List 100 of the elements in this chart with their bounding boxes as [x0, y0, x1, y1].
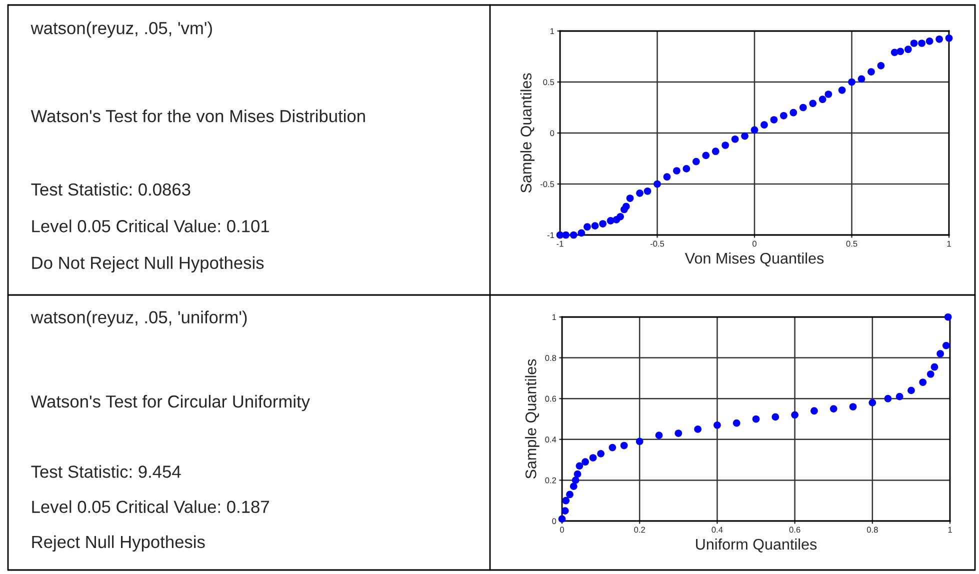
point — [620, 442, 628, 450]
point — [702, 152, 710, 160]
point — [772, 413, 780, 421]
point — [877, 62, 885, 70]
point — [626, 194, 634, 202]
text: Watson's Test for Circular Uniformity — [30, 394, 310, 412]
point — [558, 515, 566, 523]
point — [926, 38, 934, 45]
point — [654, 180, 661, 188]
text: watson(reyuz, .05, 'vm') — [30, 22, 212, 38]
point — [930, 363, 938, 371]
point — [674, 430, 682, 437]
y-tick-label: -0.5 — [540, 181, 554, 188]
x-tick-label: -1 — [556, 240, 564, 247]
text: Watson's Test for the von Mises Distribution — [30, 110, 365, 122]
point — [570, 482, 578, 490]
point — [616, 212, 624, 220]
y-tick-label: 1 — [550, 28, 554, 34]
point — [741, 132, 748, 140]
point — [944, 313, 952, 321]
point — [868, 68, 875, 76]
point — [760, 121, 768, 129]
point — [732, 419, 740, 427]
point — [597, 450, 604, 458]
y-axis-title: Sample Quantiles — [525, 359, 540, 479]
point — [574, 470, 582, 478]
point — [809, 100, 817, 108]
point — [582, 458, 589, 466]
y-tick-label: 0 — [550, 130, 554, 136]
point — [692, 158, 700, 166]
point — [584, 223, 591, 231]
x-tick-label: -0.5 — [650, 240, 664, 247]
point — [608, 444, 616, 452]
y-tick-label: 0.5 — [543, 79, 554, 86]
x-axis-title: Von Mises Quantiles — [684, 252, 824, 266]
text: Do Not Reject Null Hypothesis — [32, 256, 264, 272]
point — [818, 96, 826, 104]
point — [714, 421, 721, 429]
point — [591, 222, 599, 230]
point — [770, 116, 778, 124]
point — [936, 35, 943, 43]
point — [791, 411, 798, 419]
point — [712, 148, 720, 156]
point — [838, 86, 846, 94]
text: watson(reyuz, .05, 'uniform') — [30, 310, 247, 327]
point — [576, 462, 584, 470]
x-tick-label: 0 — [560, 526, 564, 533]
point — [562, 231, 570, 239]
point — [636, 438, 644, 446]
point — [599, 220, 606, 228]
point — [945, 34, 953, 42]
point — [849, 403, 857, 410]
x-tick-label: 0.8 — [866, 526, 878, 533]
point — [810, 407, 818, 415]
y-tick-label: 1 — [552, 314, 556, 320]
point — [896, 392, 904, 400]
point — [722, 142, 729, 149]
point — [848, 78, 856, 86]
text: Reject Null Hypothesis — [32, 535, 205, 552]
x-tick-label: 1 — [947, 240, 951, 247]
point — [572, 476, 580, 484]
point — [824, 90, 832, 98]
y-tick-label: 0.8 — [545, 355, 556, 361]
point — [910, 40, 918, 47]
x-tick-label: 0.4 — [712, 526, 723, 533]
point — [622, 202, 630, 210]
point — [904, 46, 912, 54]
point — [858, 75, 866, 83]
point — [562, 496, 570, 504]
point — [918, 40, 926, 47]
point — [908, 386, 915, 394]
point — [919, 378, 927, 386]
point — [636, 190, 644, 197]
point — [896, 48, 904, 56]
text: Level 0.05 Critical Value: 0.101 — [32, 220, 269, 232]
y-tick-label: 0 — [552, 518, 556, 524]
x-axis-title: Uniform Quantiles — [696, 538, 817, 552]
point — [561, 507, 569, 514]
point — [694, 426, 702, 433]
y-tick-label: 0.6 — [545, 396, 556, 402]
point — [936, 350, 944, 358]
point — [750, 126, 758, 134]
text: Test Statistic: 0.0863 — [31, 182, 190, 196]
point — [926, 370, 934, 378]
point — [644, 187, 652, 195]
point — [663, 173, 671, 181]
text: Level 0.05 Critical Value: 0.187 — [32, 500, 269, 514]
point — [673, 167, 680, 174]
text: Test Statistic: 9.454 — [31, 465, 181, 478]
point — [790, 108, 798, 116]
x-tick-label: 1 — [948, 526, 952, 533]
point — [868, 399, 876, 406]
y-tick-label: 0.4 — [545, 436, 556, 442]
x-tick-label: 0.2 — [634, 526, 645, 533]
point — [570, 231, 578, 239]
point — [655, 432, 663, 439]
point — [566, 490, 574, 498]
y-tick-label: 0.2 — [545, 477, 556, 484]
x-tick-label: 0.6 — [789, 526, 800, 533]
y-tick-label: -1 — [547, 232, 554, 238]
